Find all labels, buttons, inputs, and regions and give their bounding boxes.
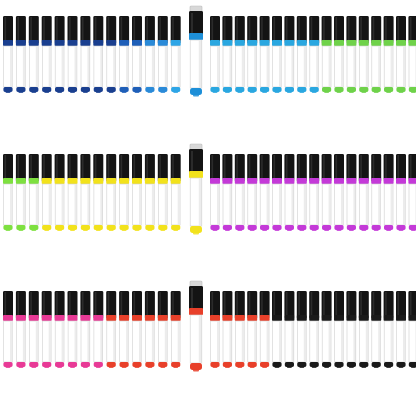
marker	[358, 154, 369, 231]
marker	[296, 154, 307, 231]
marker	[321, 154, 332, 231]
marker	[210, 16, 220, 93]
marker	[3, 291, 13, 368]
marker	[210, 291, 220, 368]
marker	[54, 154, 65, 231]
marker	[41, 154, 52, 231]
marker	[93, 291, 104, 368]
marker	[247, 291, 258, 368]
marker	[119, 16, 130, 93]
marker	[170, 291, 181, 368]
marker	[309, 16, 320, 93]
marker	[157, 291, 168, 368]
marker	[132, 154, 142, 231]
marker	[321, 16, 332, 93]
marker	[234, 154, 245, 231]
marker	[132, 291, 142, 368]
marker	[259, 16, 270, 93]
marker	[334, 16, 344, 93]
marker	[396, 154, 406, 231]
marker	[170, 16, 181, 93]
marker	[54, 16, 65, 93]
marker	[67, 16, 78, 93]
marker	[346, 291, 357, 368]
marker	[284, 154, 295, 231]
marker	[170, 154, 181, 231]
marker	[383, 291, 394, 368]
marker	[371, 291, 382, 368]
marker	[15, 154, 26, 231]
marker	[28, 291, 39, 368]
marker	[284, 291, 295, 368]
marker	[93, 154, 104, 231]
marker	[144, 154, 155, 231]
marker	[106, 154, 117, 231]
marker	[80, 154, 91, 231]
marker	[408, 291, 416, 368]
marker	[222, 16, 233, 93]
marker	[132, 16, 142, 93]
marker	[272, 291, 282, 368]
marker	[157, 16, 168, 93]
marker	[247, 16, 258, 93]
marker	[106, 291, 117, 368]
marker	[54, 291, 65, 368]
marker	[106, 16, 117, 93]
marker	[210, 154, 220, 231]
marker	[144, 16, 155, 93]
marker	[371, 16, 382, 93]
marker	[309, 154, 320, 231]
marker	[396, 291, 406, 368]
marker	[284, 16, 295, 93]
featured-marker	[189, 5, 203, 97]
marker	[358, 291, 369, 368]
marker	[119, 291, 130, 368]
marker	[309, 291, 320, 368]
marker	[15, 16, 26, 93]
marker	[15, 291, 26, 368]
marker	[80, 16, 91, 93]
marker	[234, 16, 245, 93]
marker	[3, 16, 13, 93]
marker	[272, 154, 282, 231]
marker	[358, 16, 369, 93]
marker	[119, 154, 130, 231]
marker	[383, 16, 394, 93]
marker	[296, 16, 307, 93]
marker	[93, 16, 104, 93]
marker	[272, 16, 282, 93]
marker	[346, 16, 357, 93]
marker	[67, 291, 78, 368]
marker	[67, 154, 78, 231]
marker	[222, 154, 233, 231]
marker	[41, 16, 52, 93]
marker	[408, 16, 416, 93]
markers	[3, 5, 416, 372]
featured-marker	[189, 143, 203, 235]
marker	[346, 154, 357, 231]
marker	[334, 154, 344, 231]
marker	[334, 291, 344, 368]
marker	[3, 154, 13, 231]
marker	[144, 291, 155, 368]
marker	[396, 16, 406, 93]
marker	[321, 291, 332, 368]
featured-marker	[189, 280, 203, 372]
marker	[371, 154, 382, 231]
marker	[259, 291, 270, 368]
marker	[383, 154, 394, 231]
marker	[41, 291, 52, 368]
marker	[259, 154, 270, 231]
marker	[80, 291, 91, 368]
marker	[222, 291, 233, 368]
marker	[247, 154, 258, 231]
marker	[408, 154, 416, 231]
marker	[296, 291, 307, 368]
marker	[157, 154, 168, 231]
marker	[28, 154, 39, 231]
marker	[234, 291, 245, 368]
marker	[28, 16, 39, 93]
